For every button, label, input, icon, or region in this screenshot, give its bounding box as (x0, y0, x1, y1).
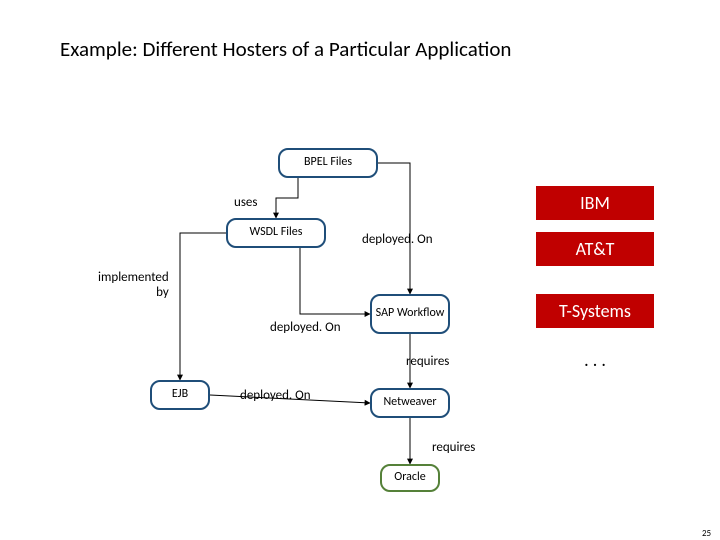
edge-label-1: deployed. On (362, 232, 433, 247)
edge-label-4: requires (406, 354, 449, 369)
node-oracle: Oracle (380, 464, 440, 492)
hoster-2: T-Systems (536, 294, 654, 328)
edge-label-2: implementedby (98, 270, 169, 300)
hoster-3: . . . (536, 346, 654, 374)
edge-0 (276, 178, 298, 218)
page-number: 25 (702, 528, 711, 539)
edge-1 (378, 163, 410, 294)
edge-label-5: deployed. On (240, 388, 311, 403)
edge-label-6: requires (432, 440, 475, 455)
hoster-1: AT&T (536, 232, 654, 266)
edge-label-3: deployed. On (270, 320, 341, 335)
edge-2 (180, 233, 226, 380)
node-ejb: EJB (150, 380, 210, 410)
hoster-0: IBM (536, 186, 654, 220)
node-sap: SAP Workflow (370, 294, 450, 334)
edge-label-0: uses (234, 195, 257, 210)
node-bpel: BPEL Files (278, 148, 378, 178)
page-title: Example: Different Hosters of a Particul… (60, 36, 511, 62)
edge-3 (300, 248, 370, 314)
node-netweaver: Netweaver (370, 388, 450, 418)
node-wsdl: WSDL Files (226, 218, 326, 248)
